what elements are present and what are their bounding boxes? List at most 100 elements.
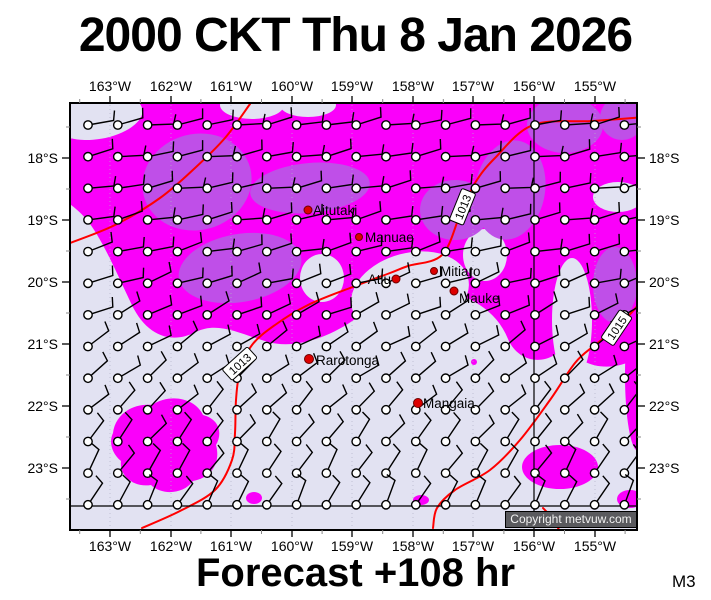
- wind-barb: [112, 267, 145, 289]
- wind-barb: [261, 107, 293, 130]
- wind-barb: [589, 177, 624, 194]
- wind-barb: [232, 413, 257, 447]
- wind-barb: [559, 350, 584, 384]
- wind-barb: [619, 183, 637, 194]
- place-label: Rarotonga: [316, 353, 380, 368]
- wind-barb: [321, 112, 355, 130]
- copyright-badge: Copyright metvuw.com: [505, 511, 637, 528]
- wind-barb: [142, 474, 159, 510]
- wind-barb: [589, 443, 611, 478]
- wind-barb: [232, 474, 250, 510]
- rain-area-magenta: [471, 359, 477, 365]
- wind-barb: [112, 474, 131, 510]
- map-layers: Aitutaki Manuae Atiu Mitiaro Mauke Rarotonga M…: [70, 103, 637, 530]
- wind-barb: [589, 411, 609, 447]
- wind-barb: [381, 206, 414, 225]
- wind-barb: [291, 474, 307, 510]
- wind-barb: [500, 475, 522, 510]
- isobar-label: 1013: [222, 347, 257, 381]
- wind-barb: [83, 384, 110, 415]
- wind-barb: [291, 325, 321, 352]
- lon-label-top: 156°W: [513, 78, 556, 94]
- wind-barb: [470, 261, 500, 289]
- lon-label-bottom: 160°W: [271, 538, 314, 554]
- place-label: Mitiaro: [440, 264, 481, 279]
- wind-barb: [619, 277, 637, 289]
- wind-barb: [559, 233, 591, 257]
- wind-barb: [440, 444, 464, 478]
- lat-label-right: 18°S: [649, 150, 680, 166]
- wind-barb: [470, 474, 487, 510]
- clear-air-hole: [280, 103, 336, 117]
- wind-barb: [470, 295, 501, 320]
- wind-barb: [530, 444, 553, 478]
- wind-barb: [83, 265, 114, 289]
- wind-barb: [381, 381, 404, 415]
- wind-barb: [142, 294, 173, 320]
- wind-barb: [500, 267, 532, 289]
- lon-label-top: 157°W: [452, 78, 495, 94]
- lon-label-bottom: 163°W: [89, 538, 132, 554]
- wind-barb: [381, 142, 414, 162]
- wind-barb: [291, 170, 323, 194]
- lat-label-left: 18°S: [27, 150, 58, 166]
- wind-barb: [381, 351, 407, 384]
- rain-area-purple: [593, 247, 637, 323]
- place-mangaia: Mangaia: [413, 396, 475, 411]
- wind-barb: [619, 246, 637, 257]
- wind-barb: [291, 353, 319, 384]
- wind-barb: [589, 354, 618, 384]
- lat-label-left: 23°S: [27, 460, 58, 476]
- clear-air-hole: [220, 103, 284, 119]
- wind-barb: [381, 170, 412, 194]
- wind-barb: [172, 267, 204, 289]
- place-manuae: Manuae: [355, 230, 414, 245]
- wind-barb: [530, 265, 561, 289]
- wind-barb: [202, 201, 233, 225]
- wind-barb: [232, 296, 263, 320]
- wind-barb: [589, 293, 619, 320]
- wind-barb: [261, 202, 293, 225]
- wind-barb: [351, 444, 373, 478]
- rain-area-purple: [600, 103, 637, 140]
- wind-barb: [112, 174, 146, 194]
- wind-barb: [83, 110, 116, 130]
- wind-barb: [202, 238, 236, 257]
- wind-barb: [142, 170, 174, 194]
- wind-barb: [83, 206, 116, 225]
- wind-barb: [202, 291, 230, 320]
- wind-barb: [500, 411, 520, 447]
- wind-barb: [112, 145, 147, 162]
- wind-barb: [232, 172, 264, 194]
- wind-barb: [83, 231, 113, 257]
- place-mauke: Mauke: [449, 286, 500, 306]
- rain-area-purple: [142, 133, 252, 231]
- wind-barb: [83, 138, 114, 162]
- wind-barb: [530, 171, 561, 194]
- wind-barb: [381, 237, 414, 257]
- lon-label-bottom: 155°W: [574, 538, 617, 554]
- wind-barb: [261, 233, 293, 257]
- wind-barb: [410, 138, 442, 162]
- wind-barb: [559, 474, 578, 510]
- wind-barb: [202, 380, 224, 415]
- place-label: Aitutaki: [313, 203, 357, 218]
- lon-label-top: 163°W: [89, 78, 132, 94]
- wind-barb: [619, 214, 637, 225]
- wind-barbs: [83, 106, 637, 510]
- wind-barb: [112, 201, 143, 225]
- lon-label-top: 161°W: [210, 78, 253, 94]
- wind-barb: [202, 412, 224, 447]
- wind-barb: [559, 413, 584, 447]
- wind-barb: [261, 383, 288, 415]
- lon-gridlines: [109, 105, 596, 528]
- wind-barb: [261, 411, 281, 447]
- wind-barb: [559, 172, 592, 194]
- wind-barb: [589, 106, 621, 130]
- wind-barb: [410, 321, 438, 352]
- wind-barb: [559, 383, 586, 415]
- wind-barb: [500, 384, 527, 415]
- wind-barb: [589, 475, 611, 510]
- wind-barb: [83, 321, 110, 352]
